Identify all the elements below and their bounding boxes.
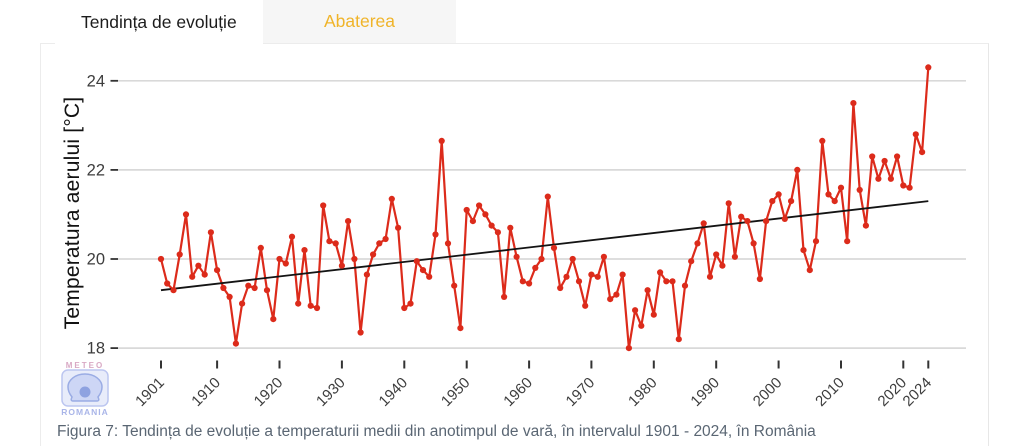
trend-line (160, 200, 929, 292)
svg-text:20: 20 (87, 251, 105, 269)
tab-abaterea[interactable]: Abaterea (263, 0, 456, 43)
temperature-line (159, 67, 930, 350)
meteo-romania-logo: METEO ROMANIA (61, 361, 109, 417)
svg-text:2010: 2010 (812, 374, 848, 410)
svg-text:1970: 1970 (563, 374, 599, 410)
svg-text:1960: 1960 (500, 374, 536, 410)
figure-caption: Figura 7: Tendința de evoluție a tempera… (57, 423, 816, 440)
svg-text:1910: 1910 (188, 374, 224, 410)
y-axis-title: Temperatura aerului [°C] (61, 96, 84, 330)
svg-text:1980: 1980 (625, 374, 661, 410)
svg-text:1930: 1930 (313, 374, 349, 410)
svg-text:1940: 1940 (376, 374, 412, 410)
data-points (157, 64, 932, 352)
logo-text-meteo: METEO (66, 361, 104, 370)
tab-tendinta-label: Tendința de evoluție (81, 11, 237, 32)
logo-sun-icon (79, 386, 91, 398)
tab-abaterea-label: Abaterea (323, 11, 396, 31)
svg-text:1920: 1920 (251, 374, 287, 410)
svg-text:1950: 1950 (438, 374, 474, 410)
gridlines (118, 79, 966, 349)
svg-text:2024: 2024 (900, 374, 936, 410)
y-axis-ticks: 18 20 22 24 (87, 72, 118, 358)
svg-text:1990: 1990 (687, 374, 723, 410)
svg-text:22: 22 (87, 161, 105, 179)
svg-text:18: 18 (87, 340, 105, 358)
x-axis-ticks: 1901 1910 1920 1930 1940 1950 1960 1970 1980 1990… (132, 360, 936, 410)
tab-tendinta-de-evolutie[interactable]: Tendința de evoluție (55, 0, 263, 44)
logo-text-romania: ROMANIA (61, 407, 109, 417)
svg-text:2000: 2000 (750, 374, 786, 410)
svg-text:24: 24 (87, 72, 105, 90)
svg-text:1901: 1901 (132, 374, 168, 410)
